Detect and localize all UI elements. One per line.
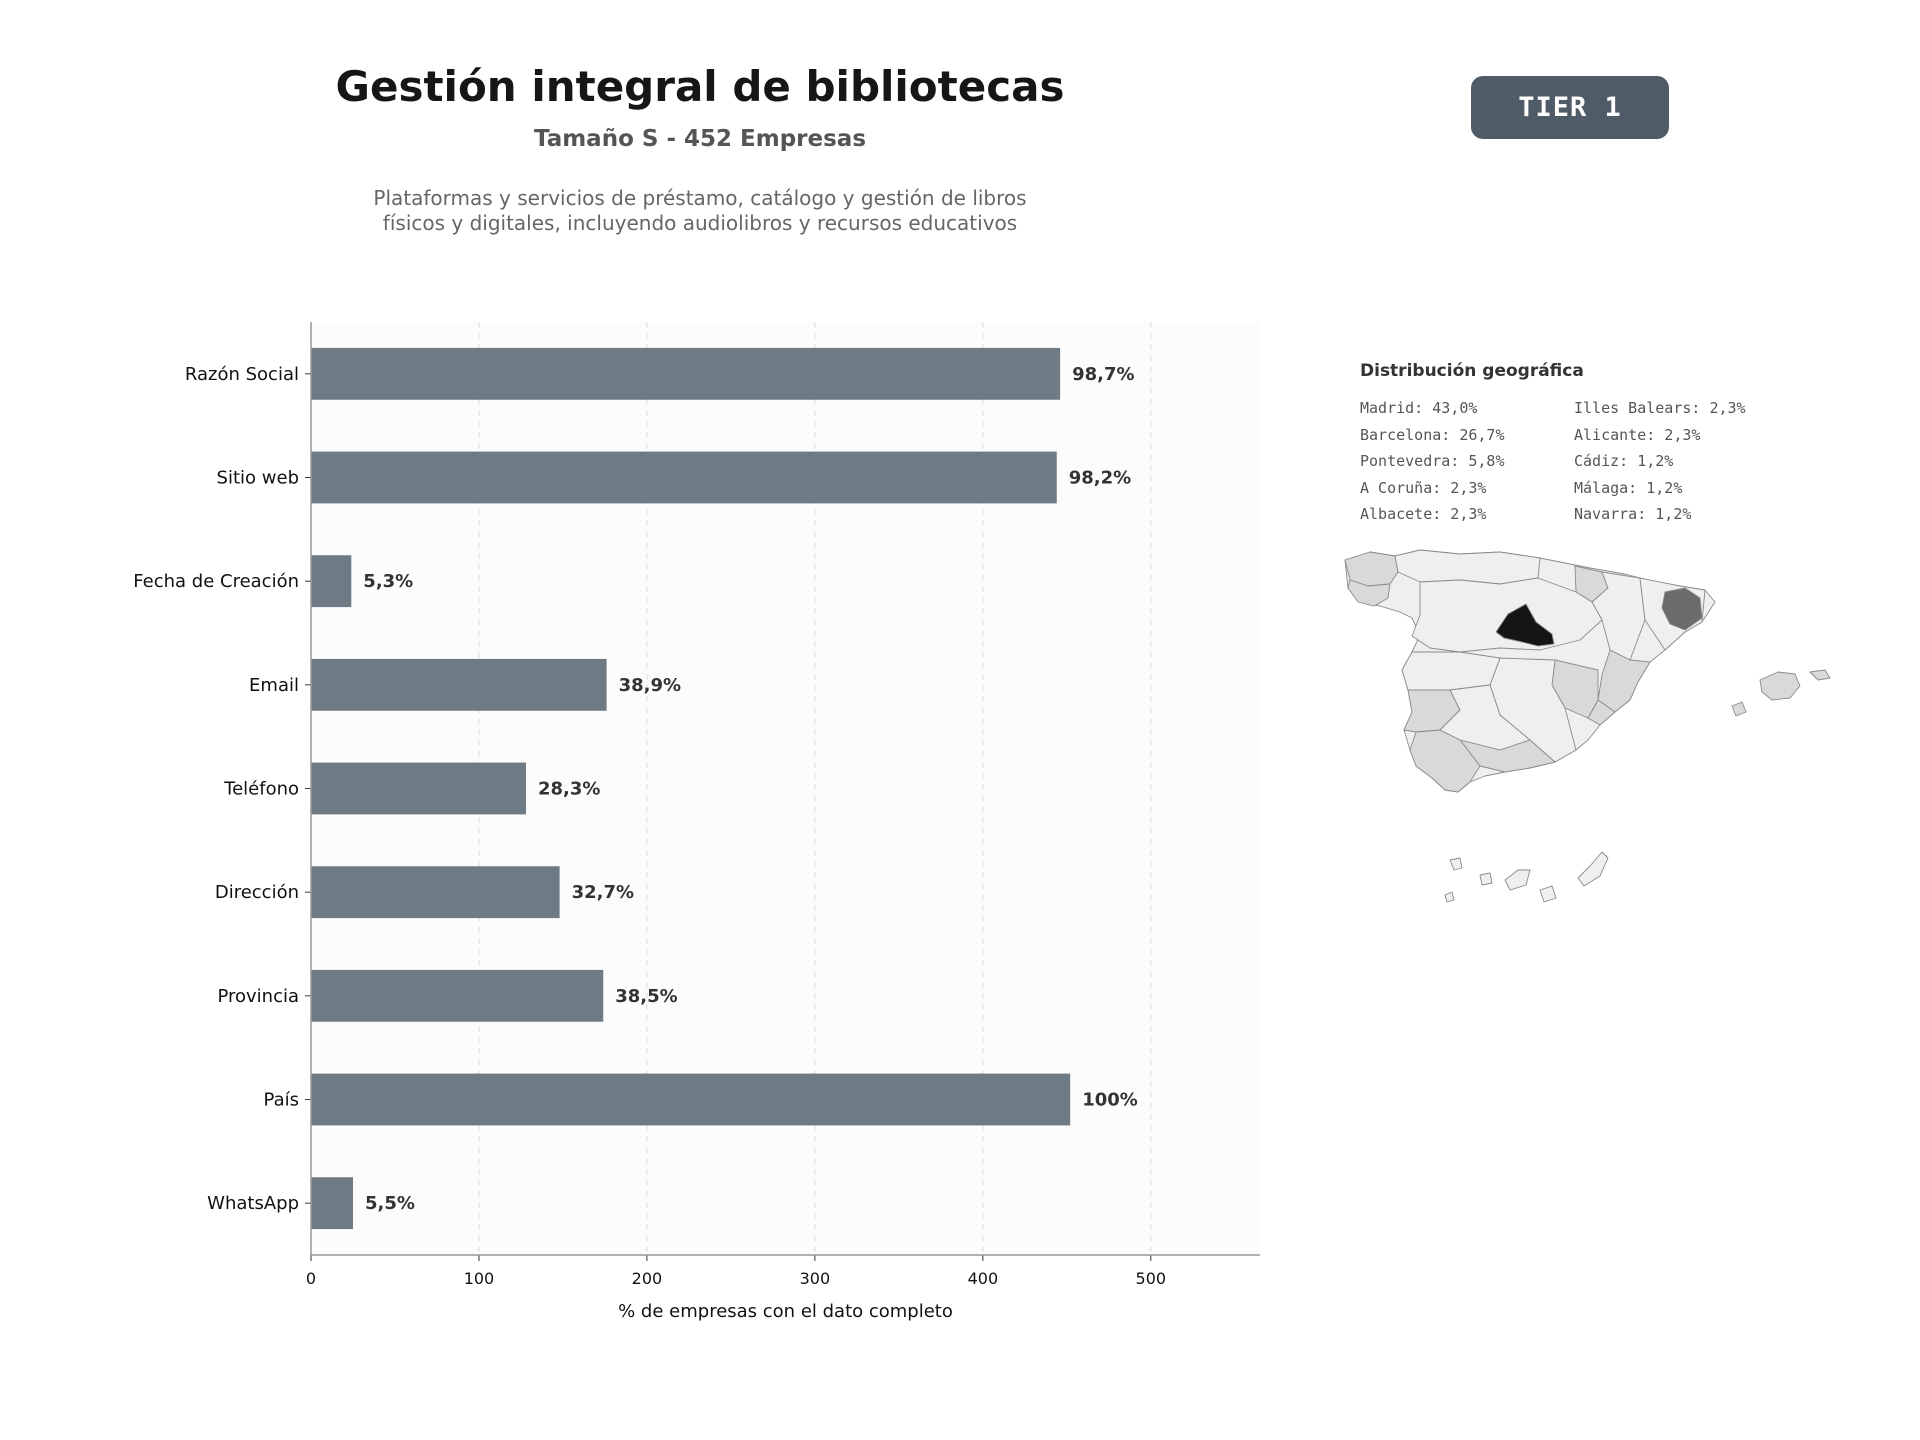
- map-regions: [1344, 549, 1831, 903]
- tier-badge: TIER 1: [1471, 76, 1669, 139]
- bar: [311, 762, 526, 815]
- geo-item: Madrid: 43,0%: [1360, 399, 1478, 417]
- bar: [311, 347, 1061, 400]
- map-region-canary-3: [1504, 869, 1531, 891]
- x-tick-label: 200: [632, 1269, 663, 1288]
- geo-item: Cádiz: 1,2%: [1574, 452, 1674, 471]
- map-region-extremadura: [1401, 651, 1501, 691]
- bar-data-label: 38,5%: [615, 986, 677, 1007]
- bar-data-label: 100%: [1082, 1090, 1138, 1111]
- geo-distribution-list: Madrid: 43,0% Illes Balears: 2,3% Barcel…: [1360, 399, 1788, 524]
- x-tick-label: 300: [800, 1269, 831, 1288]
- bar-data-label: 5,5%: [365, 1193, 415, 1214]
- page-title: Gestión integral de bibliotecas: [335, 62, 1065, 111]
- page-description: Plataformas y servicios de préstamo, cat…: [300, 186, 1100, 236]
- bar-data-label: 38,9%: [619, 675, 681, 696]
- y-tick-label: WhatsApp: [207, 1193, 299, 1214]
- bar: [311, 555, 352, 608]
- bar: [311, 1177, 353, 1230]
- map-region-canary-1: [1449, 857, 1463, 871]
- map-region-pontevedra: [1347, 579, 1391, 607]
- map-region-madrid: [1495, 603, 1555, 647]
- map-region-canary-5: [1577, 851, 1609, 887]
- x-axis-label: % de empresas con el dato completo: [618, 1301, 953, 1322]
- description-line-2: físicos y digitales, incluyendo audiolib…: [382, 211, 1018, 235]
- geo-item: Málaga: 1,2%: [1574, 478, 1683, 497]
- geo-item: Navarra: 1,2%: [1574, 505, 1692, 524]
- x-tick-label: 0: [306, 1269, 316, 1288]
- bar-data-label: 32,7%: [572, 882, 634, 903]
- y-tick-label: Dirección: [215, 882, 299, 903]
- map-region-cadiz: [1409, 729, 1481, 793]
- bar-data-label: 5,3%: [363, 571, 413, 592]
- map-region-barcelona: [1661, 587, 1703, 631]
- map-region-canary-2: [1479, 872, 1493, 886]
- y-tick-label: Sitio web: [217, 468, 299, 489]
- map-region-canary-6: [1444, 891, 1455, 903]
- bar: [311, 1073, 1071, 1126]
- map-region-valencia: [1597, 649, 1651, 713]
- map-region-mallorca: [1759, 671, 1801, 701]
- y-tick-label: País: [264, 1090, 299, 1111]
- y-tick-label: Teléfono: [223, 779, 299, 800]
- x-tick-label: 500: [1136, 1269, 1167, 1288]
- page-subtitle: Tamaño S - 452 Empresas: [533, 126, 867, 152]
- bar: [311, 451, 1057, 504]
- bar: [311, 969, 604, 1022]
- spain-choropleth-map: [1344, 549, 1831, 903]
- description-line-1: Plataformas y servicios de préstamo, cat…: [373, 186, 1027, 210]
- map-region-menorca: [1809, 669, 1831, 681]
- geo-item: Illes Balears: 2,3%: [1574, 399, 1746, 417]
- bar: [311, 658, 607, 711]
- geo-item: Pontevedra: 5,8%: [1360, 452, 1505, 471]
- y-tick-label: Fecha de Creación: [133, 571, 299, 592]
- map-region-malaga: [1459, 739, 1556, 773]
- y-tick-label: Provincia: [217, 986, 299, 1007]
- geo-item: Albacete: 2,3%: [1360, 505, 1487, 524]
- bar-data-label: 28,3%: [538, 779, 600, 800]
- map-region-ibiza: [1731, 701, 1747, 717]
- map-region-canary-4: [1539, 885, 1557, 903]
- geo-item: Alicante: 2,3%: [1574, 425, 1701, 444]
- completeness-bar-chart: 0 100 200 300 400 500 98,7% Razón Social 98,2% Si…: [133, 322, 1260, 1322]
- map-region-north: [1394, 549, 1541, 585]
- bar-data-label: 98,7%: [1072, 364, 1134, 385]
- y-tick-label: Email: [249, 675, 299, 696]
- bar: [311, 866, 560, 919]
- x-tick-label: 100: [464, 1269, 495, 1288]
- geo-item: A Coruña: 2,3%: [1360, 478, 1487, 497]
- geo-item: Barcelona: 26,7%: [1360, 425, 1505, 444]
- geo-distribution-title: Distribución geográfica: [1360, 361, 1584, 381]
- x-tick-label: 400: [968, 1269, 999, 1288]
- bar-data-label: 98,2%: [1069, 468, 1131, 489]
- y-tick-label: Razón Social: [185, 364, 299, 385]
